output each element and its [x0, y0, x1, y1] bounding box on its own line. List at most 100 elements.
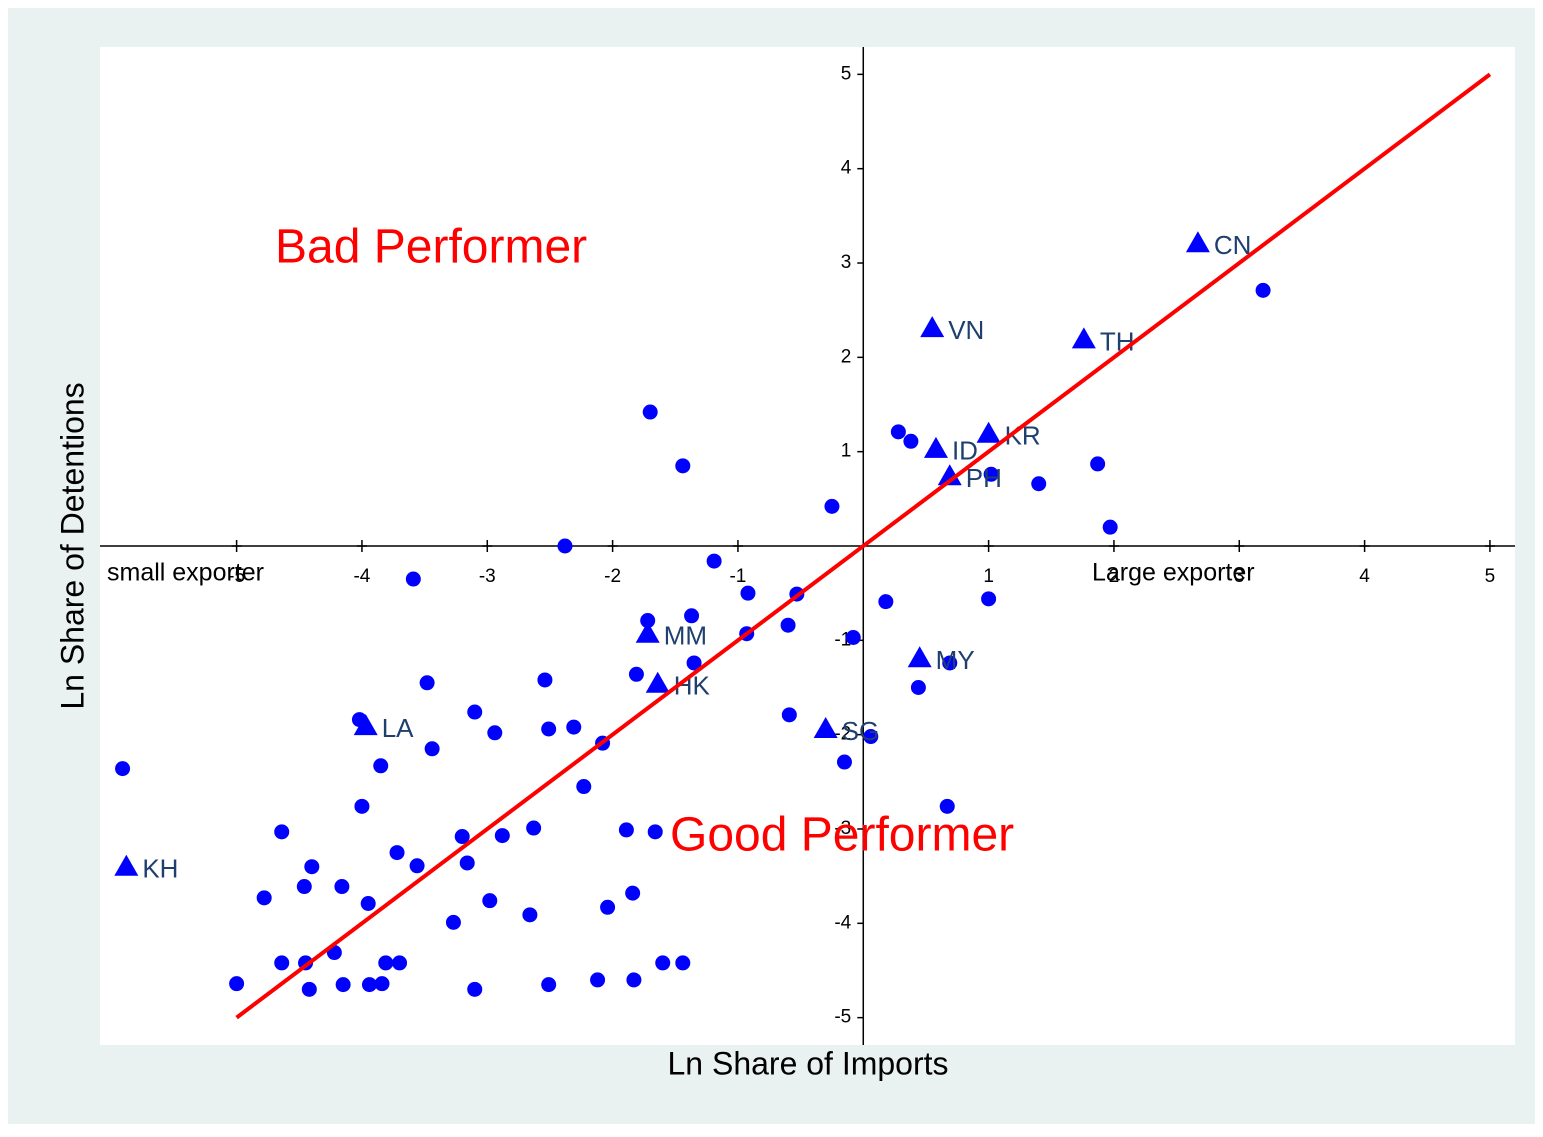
point-label: PH	[966, 463, 1002, 493]
point	[780, 617, 796, 633]
point	[675, 955, 691, 971]
point	[419, 675, 435, 691]
point	[781, 707, 797, 723]
reference-line	[235, 72, 1492, 1020]
point	[405, 571, 421, 587]
point	[863, 729, 879, 745]
point	[675, 458, 691, 474]
triangle-point	[813, 716, 838, 738]
x-tick-label: 2	[1109, 566, 1120, 587]
triangle-point	[937, 464, 962, 486]
point	[706, 553, 722, 569]
point	[304, 859, 320, 875]
point-label: SG	[842, 716, 880, 746]
y-axis-title: Ln Share of Detentions	[54, 382, 90, 709]
y-tick-label: -4	[834, 912, 851, 933]
point	[459, 855, 475, 871]
point	[626, 972, 642, 988]
point	[1255, 282, 1271, 298]
point	[845, 629, 861, 645]
point	[640, 613, 656, 629]
point	[378, 955, 394, 971]
point-label: MY	[936, 645, 975, 675]
point	[389, 845, 405, 861]
point	[576, 779, 592, 795]
point	[522, 907, 538, 923]
triangle-point	[923, 436, 948, 458]
y-tick-label: -2	[834, 724, 851, 745]
point	[482, 893, 498, 909]
point	[890, 424, 906, 440]
point-label: KH	[142, 854, 178, 884]
point	[256, 890, 272, 906]
point	[647, 824, 663, 840]
point	[983, 466, 999, 482]
triangle-point	[635, 621, 660, 643]
point	[424, 741, 440, 757]
point	[684, 608, 700, 624]
triangle-point	[920, 316, 945, 338]
point	[467, 981, 483, 997]
annotation: Good Performer	[670, 809, 1014, 862]
point	[628, 666, 644, 682]
point	[274, 824, 290, 840]
point	[334, 879, 350, 895]
point	[1102, 519, 1118, 535]
point-label: LA	[382, 713, 414, 743]
point-label: CN	[1214, 230, 1252, 260]
point	[537, 672, 553, 688]
y-tick-label: -3	[834, 818, 851, 839]
point	[526, 820, 542, 836]
point	[824, 498, 840, 514]
point	[301, 981, 317, 997]
triangle-point	[645, 671, 670, 693]
y-tick-label: 3	[841, 252, 852, 273]
triangle-point	[114, 854, 139, 876]
point	[642, 404, 658, 420]
point	[296, 879, 312, 895]
point	[590, 972, 606, 988]
point	[566, 719, 582, 735]
point	[1031, 476, 1047, 492]
point-label: MM	[664, 621, 707, 651]
x-axis-title: Ln Share of Imports	[667, 1045, 948, 1081]
point	[487, 725, 503, 741]
x-tick-label: -3	[479, 566, 496, 587]
x-tick-label: 3	[1234, 566, 1245, 587]
point	[392, 955, 408, 971]
triangle-point	[976, 421, 1001, 443]
point	[335, 977, 351, 993]
annotation: small exporter	[107, 559, 264, 587]
point	[910, 679, 926, 695]
x-tick-label: -5	[228, 566, 245, 587]
point	[360, 896, 376, 912]
point	[1090, 456, 1106, 472]
point	[454, 829, 470, 845]
x-tick-label: -2	[604, 566, 621, 587]
point	[836, 754, 852, 770]
point	[229, 976, 245, 992]
point	[374, 976, 390, 992]
point	[740, 585, 756, 601]
y-tick-label: -5	[834, 1007, 851, 1028]
point	[939, 798, 955, 814]
point	[600, 899, 616, 915]
point	[361, 977, 377, 993]
triangle-point	[353, 714, 378, 736]
point	[354, 798, 370, 814]
point	[445, 914, 461, 930]
y-tick-label: 5	[841, 63, 852, 84]
point	[655, 955, 671, 971]
x-tick-label: -4	[353, 566, 370, 587]
point-label: TH	[1100, 326, 1135, 356]
point	[618, 822, 634, 838]
point	[541, 977, 557, 993]
point	[942, 655, 958, 671]
annotation: Bad Performer	[275, 221, 587, 274]
point-label: VN	[948, 315, 984, 345]
x-tick-label: 4	[1359, 566, 1370, 587]
x-tick-label: -1	[729, 566, 746, 587]
x-tick-label: 1	[983, 566, 994, 587]
point	[625, 885, 641, 901]
